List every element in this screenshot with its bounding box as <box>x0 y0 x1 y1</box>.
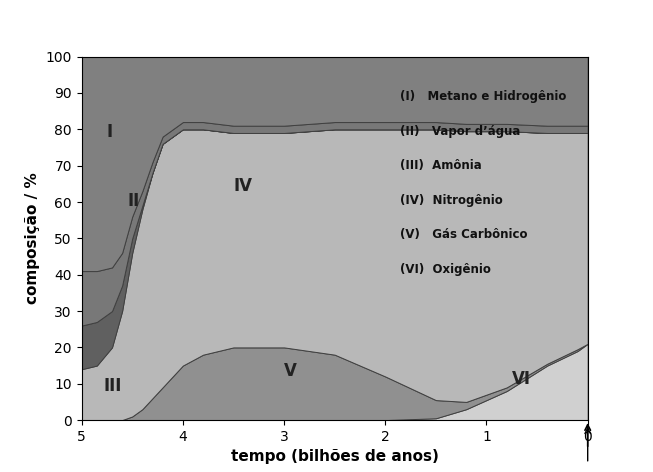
Text: (IV)  Nitrogênio: (IV) Nitrogênio <box>400 194 503 207</box>
Text: III: III <box>104 377 122 395</box>
Text: IV: IV <box>234 177 253 195</box>
X-axis label: tempo (bilhões de anos): tempo (bilhões de anos) <box>231 449 439 464</box>
Text: (I)   Metano e Hidrogênio: (I) Metano e Hidrogênio <box>400 90 567 103</box>
Text: (II)   Vapor d’água: (II) Vapor d’água <box>400 125 521 138</box>
Text: V: V <box>284 362 297 380</box>
Text: VI: VI <box>512 370 531 388</box>
Text: (III)  Amônia: (III) Amônia <box>400 160 482 172</box>
Text: (V)   Gás Carbônico: (V) Gás Carbônico <box>400 228 528 241</box>
Text: (VI)  Oxigênio: (VI) Oxigênio <box>400 263 491 276</box>
Text: II: II <box>127 192 140 210</box>
Y-axis label: composição / %: composição / % <box>25 172 40 304</box>
Text: I: I <box>107 123 113 141</box>
